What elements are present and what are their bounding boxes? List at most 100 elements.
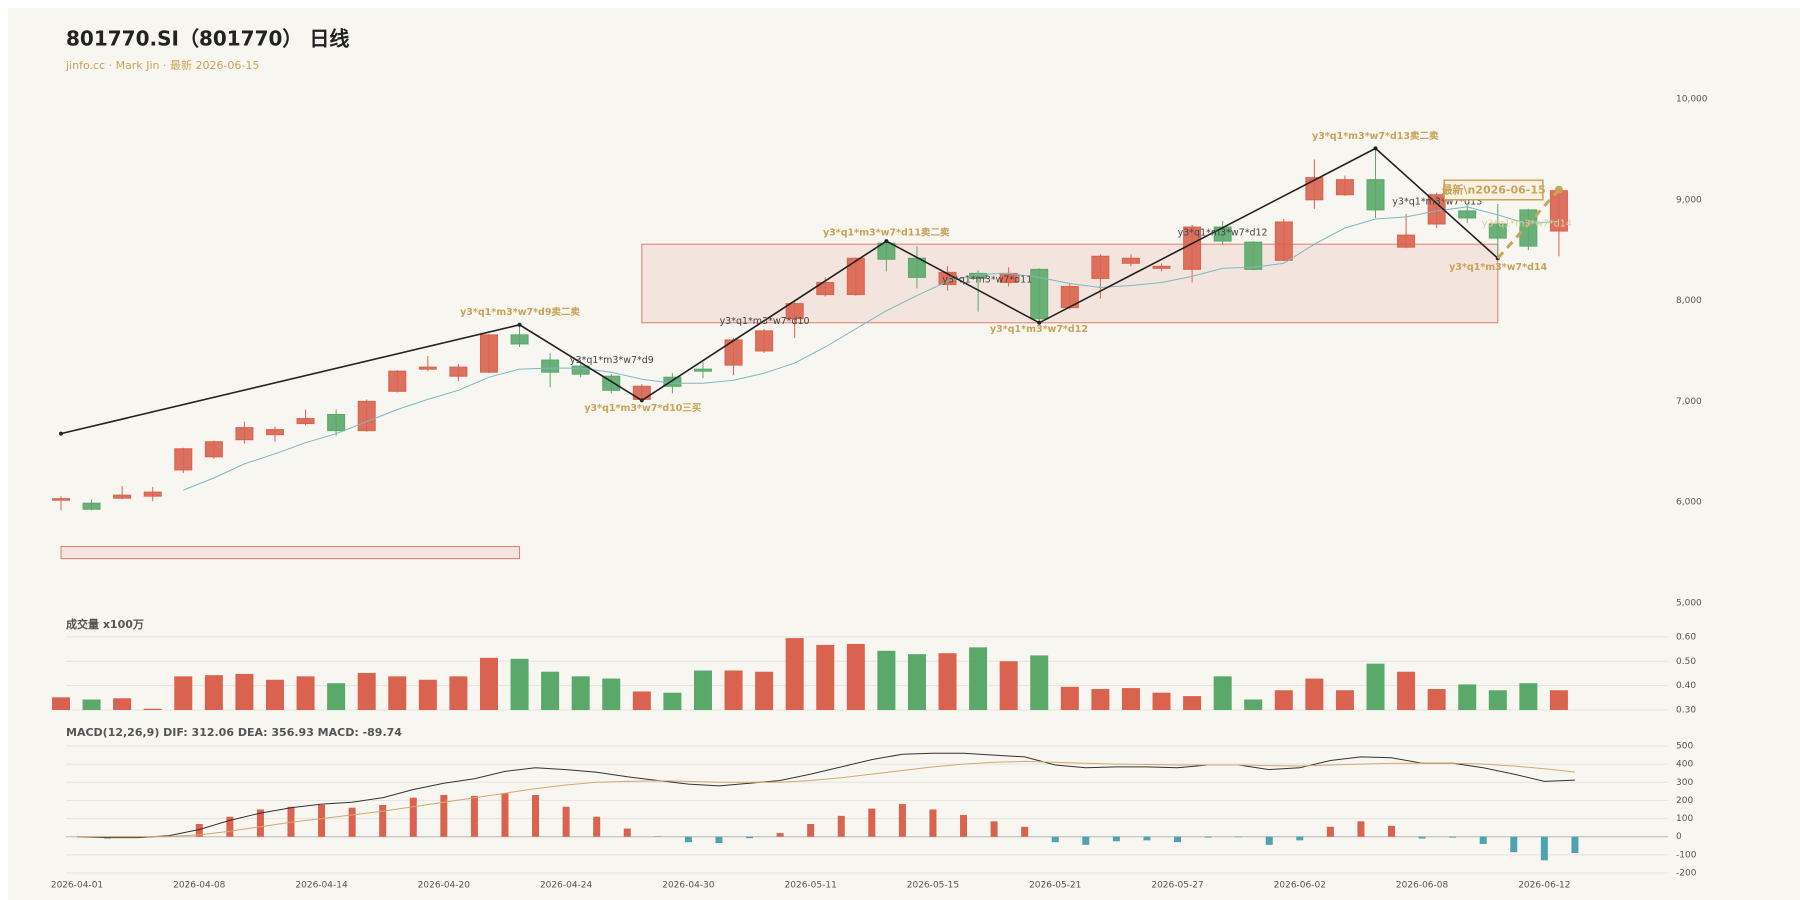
volume-bar — [602, 678, 621, 710]
volume-bar — [296, 676, 315, 710]
volume-bar — [1121, 688, 1140, 710]
macd-bar — [837, 815, 845, 837]
volume-bar — [204, 675, 223, 710]
macd-bar — [1265, 836, 1273, 845]
candle-body — [755, 330, 774, 352]
volume-bar — [1152, 692, 1171, 710]
annotation: y3*q1*m3*w7*d12 — [1178, 228, 1268, 239]
macd-bar — [1388, 825, 1396, 837]
volume-bar — [1030, 655, 1049, 710]
macd-bar — [379, 804, 387, 837]
macd-bar — [440, 794, 448, 837]
macd-bar — [715, 836, 723, 844]
volume-bar — [1091, 689, 1110, 710]
macd-bar — [960, 814, 968, 837]
volume-bar — [693, 670, 712, 710]
candle-body — [327, 414, 346, 432]
candle-body — [357, 400, 376, 432]
macd-bar — [1449, 836, 1457, 838]
candle-body — [1274, 221, 1293, 261]
latest-label: 最新\n2026-06-15 — [1441, 183, 1545, 197]
candle-body — [82, 502, 101, 510]
macd-bar — [409, 797, 417, 837]
macd-bar — [684, 836, 692, 843]
macd-bar — [1296, 836, 1304, 841]
volume-bar — [52, 697, 70, 710]
macd-bar — [256, 809, 264, 837]
candle-body — [1397, 234, 1416, 248]
volume-bar — [877, 650, 896, 710]
candle-body — [816, 281, 835, 296]
macd-bar — [348, 807, 356, 837]
y-tick-label: 0 — [1676, 832, 1682, 842]
candle-body — [143, 491, 162, 497]
volume-bar — [663, 692, 682, 710]
candle-body — [877, 242, 896, 260]
chart-title: 801770.SI（801770） 日线 — [66, 27, 349, 51]
volume-bar — [174, 676, 193, 710]
volume-bar — [265, 679, 284, 710]
candle-body — [1152, 265, 1171, 269]
x-tick-label: 2026-04-20 — [418, 881, 471, 891]
volume-bar — [785, 638, 804, 710]
volume-bar — [143, 708, 162, 710]
x-tick-label: 2026-05-15 — [907, 881, 959, 891]
macd-line — [76, 752, 1575, 839]
y-tick-label: 6,000 — [1676, 498, 1702, 508]
volume-bar — [418, 679, 437, 710]
macd-bar — [1540, 836, 1548, 861]
candle-body — [571, 365, 590, 375]
y-tick-label: 9,000 — [1676, 195, 1702, 205]
candle-body — [174, 448, 193, 471]
annotation: y3*q1*m3*w7*d14 — [1449, 262, 1547, 273]
candle-body — [1121, 257, 1140, 264]
volume-bar — [969, 647, 988, 710]
macd-bar — [562, 806, 570, 837]
volume-bar — [571, 676, 590, 710]
zigzag-point — [1037, 320, 1042, 325]
y-tick-label: 300 — [1676, 778, 1693, 788]
macd-bar — [1357, 821, 1365, 837]
candle-body — [1030, 268, 1049, 320]
chart-subtitle: jinfo.cc · Mark Jin · 最新 2026-06-15 — [65, 58, 259, 72]
macd-line — [77, 760, 1575, 838]
y-tick-label: 7,000 — [1676, 397, 1702, 407]
volume-bar — [479, 657, 498, 710]
y-tick-label: 0.50 — [1676, 657, 1696, 667]
x-tick-label: 2026-04-30 — [662, 881, 715, 891]
macd-bar — [1143, 836, 1151, 841]
candle-body — [1488, 223, 1507, 239]
macd-bar — [195, 824, 203, 837]
candle-body — [1244, 241, 1263, 270]
volume-bar — [632, 691, 651, 710]
y-tick-label: 200 — [1676, 796, 1693, 806]
volume-bar — [1183, 696, 1202, 710]
candle-body — [541, 359, 560, 373]
x-tick-label: 2026-04-01 — [51, 881, 103, 891]
pivot-zone — [60, 546, 521, 560]
macd-bar — [990, 821, 998, 837]
candle-body — [1091, 255, 1110, 279]
annotation: y3*q1*m3*w7*d11 — [942, 275, 1032, 286]
volume-bar — [938, 653, 957, 710]
macd-bar — [1571, 836, 1579, 853]
y-tick-label: 0.30 — [1676, 706, 1696, 716]
macd-bar — [226, 816, 234, 837]
macd-bar — [1174, 836, 1182, 843]
macd-bar — [593, 816, 601, 837]
projection-point — [1554, 185, 1563, 194]
y-tick-label: 5,000 — [1676, 599, 1702, 609]
volume-bar — [1305, 678, 1324, 710]
volume-bar — [449, 676, 468, 710]
volume-bar — [724, 670, 743, 710]
candle-body — [693, 368, 712, 372]
candle-body — [418, 366, 437, 370]
volume-bar — [357, 672, 376, 710]
volume-bar — [1488, 690, 1507, 710]
x-tick-label: 2026-05-27 — [1151, 881, 1203, 891]
macd-bar — [501, 793, 509, 837]
candle-body — [785, 303, 804, 320]
macd-bar — [623, 828, 631, 837]
annotation: y3*q1*m3*w7*d10三买 — [584, 403, 702, 414]
